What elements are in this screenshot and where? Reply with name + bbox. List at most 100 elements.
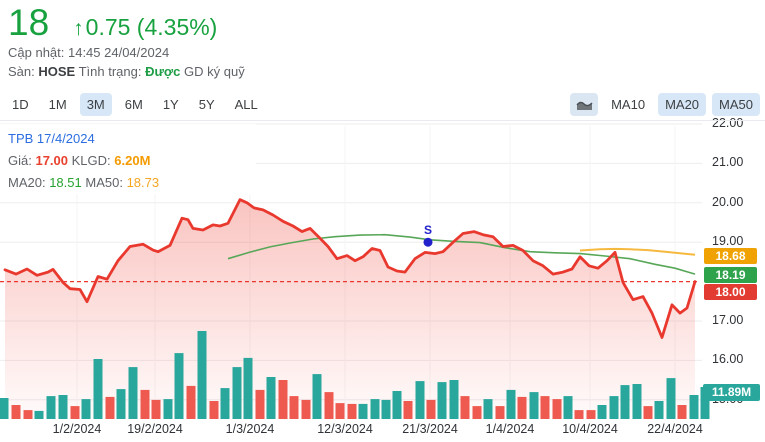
tooltip-price-row: Giá: 17.00 KLGD: 6.20M (8, 153, 150, 168)
volume-bar (301, 399, 311, 419)
volume-bar (312, 374, 322, 419)
x-axis-label: 21/3/2024 (402, 422, 458, 436)
exchange-name: HOSE (38, 64, 76, 79)
y-axis-label: 19.00 (712, 234, 744, 248)
ma-toggle-group: MA10 MA20 MA50 (570, 93, 760, 116)
tooltip-price-label: Giá: (8, 153, 32, 168)
range-button-1y[interactable]: 1Y (156, 93, 186, 116)
volume-value-badge: 11.89M (703, 384, 760, 401)
volume-bar (506, 389, 516, 419)
volume-bar (232, 367, 242, 419)
chart-type-button[interactable] (570, 93, 599, 116)
range-button-all[interactable]: ALL (228, 93, 265, 116)
volume-bar (289, 396, 299, 419)
volume-bar (116, 389, 126, 419)
volume-bar (540, 396, 550, 419)
volume-bar (370, 399, 380, 419)
volume-bar (437, 382, 447, 419)
tooltip-background (0, 124, 256, 194)
x-axis-label: 10/4/2024 (562, 422, 618, 436)
volume-bar (472, 406, 482, 419)
volume-bar (70, 406, 80, 419)
quote-header: 18 ↑0.75 (4.35%) (8, 2, 217, 44)
volume-bar (58, 395, 68, 419)
range-button-1m[interactable]: 1M (42, 93, 74, 116)
volume-bar (243, 357, 253, 419)
tooltip-title: TPB 17/4/2024 (8, 131, 95, 146)
volume-bar (163, 399, 173, 419)
volume-bar (666, 378, 676, 419)
volume-bar (552, 399, 562, 419)
signal-label: S (424, 223, 432, 237)
y-axis-label: 21.00 (712, 155, 744, 169)
signal-dot (423, 237, 433, 247)
status-label: Tình trạng: (78, 64, 142, 79)
volume-bar (381, 399, 391, 419)
last-price-badge: 18.00 (704, 284, 757, 300)
volume-bar (586, 410, 596, 419)
x-axis-label: 1/2/2024 (52, 422, 102, 436)
toolbar-divider (0, 120, 765, 121)
volume-bar (483, 399, 493, 419)
ma-toggle-ma20[interactable]: MA20 (658, 93, 707, 116)
volume-bar (174, 353, 184, 419)
volume-bar (0, 398, 9, 419)
tooltip-ma20-label: MA20: (8, 175, 46, 190)
y-axis-label: 17.00 (712, 313, 744, 327)
volume-bar (209, 401, 219, 419)
tooltip-ma50-value: 18.73 (126, 175, 160, 190)
area-chart-icon (576, 101, 593, 110)
last-price: 18 (8, 2, 50, 43)
updated-time: Cập nhật: 14:45 24/04/2024 (8, 45, 170, 60)
volume-bar (255, 389, 265, 419)
ma20-value-badge: 18.19 (704, 267, 757, 283)
volume-bar (677, 405, 687, 419)
volume-bar (128, 367, 138, 419)
range-button-6m[interactable]: 6M (118, 93, 150, 116)
volume-bar (597, 405, 607, 419)
volume-bar (529, 392, 539, 419)
x-axis-label: 1/3/2024 (225, 422, 275, 436)
exchange-status: Sàn: HOSE Tình trạng: Được GD ký quỹ (8, 64, 245, 79)
volume-bar (335, 403, 345, 419)
tooltip-volume-value: 6.20M (114, 153, 151, 168)
volume-bar (632, 384, 642, 419)
volume-bar (574, 410, 584, 419)
volume-bar (34, 410, 44, 419)
status-value: Được (145, 64, 181, 79)
x-axis-label: 22/4/2024 (647, 422, 703, 436)
ma-toggle-ma10[interactable]: MA10 (604, 93, 652, 116)
up-arrow-icon: ↑ (73, 17, 84, 40)
volume-bar (324, 392, 334, 419)
volume-bar (426, 399, 436, 419)
y-axis-label: 20.00 (712, 195, 744, 209)
volume-bar (278, 380, 288, 419)
range-button-5y[interactable]: 5Y (192, 93, 222, 116)
volume-bar (403, 401, 413, 419)
range-selector: 1D 1M 3M 6M 1Y 5Y ALL (5, 93, 265, 116)
volume-bar (358, 403, 368, 419)
volume-bar (11, 405, 21, 419)
change-value: 0.75 (4.35%) (85, 14, 218, 40)
range-button-3m[interactable]: 3M (79, 93, 112, 116)
tooltip-ma50-label: MA50: (85, 175, 123, 190)
volume-bar (517, 396, 527, 419)
x-axis-label: 12/3/2024 (317, 422, 373, 436)
volume-bar (415, 381, 425, 419)
ma-toggle-ma50[interactable]: MA50 (712, 93, 760, 116)
ma50-value-badge: 18.68 (704, 248, 757, 264)
x-axis-label: 1/4/2024 (485, 422, 535, 436)
volume-bar (563, 396, 573, 419)
x-axis-label: 19/2/2024 (127, 422, 183, 436)
range-button-1d[interactable]: 1D (5, 93, 36, 116)
volume-bar (495, 406, 505, 419)
volume-bar (93, 359, 103, 419)
volume-bar (220, 388, 230, 419)
status-suffix: GD ký quỹ (184, 64, 245, 79)
volume-bar (460, 396, 470, 419)
y-axis-label: 22.00 (712, 116, 744, 130)
volume-bar (609, 396, 619, 419)
volume-bar (449, 380, 459, 419)
tooltip-price-value: 17.00 (35, 153, 69, 168)
